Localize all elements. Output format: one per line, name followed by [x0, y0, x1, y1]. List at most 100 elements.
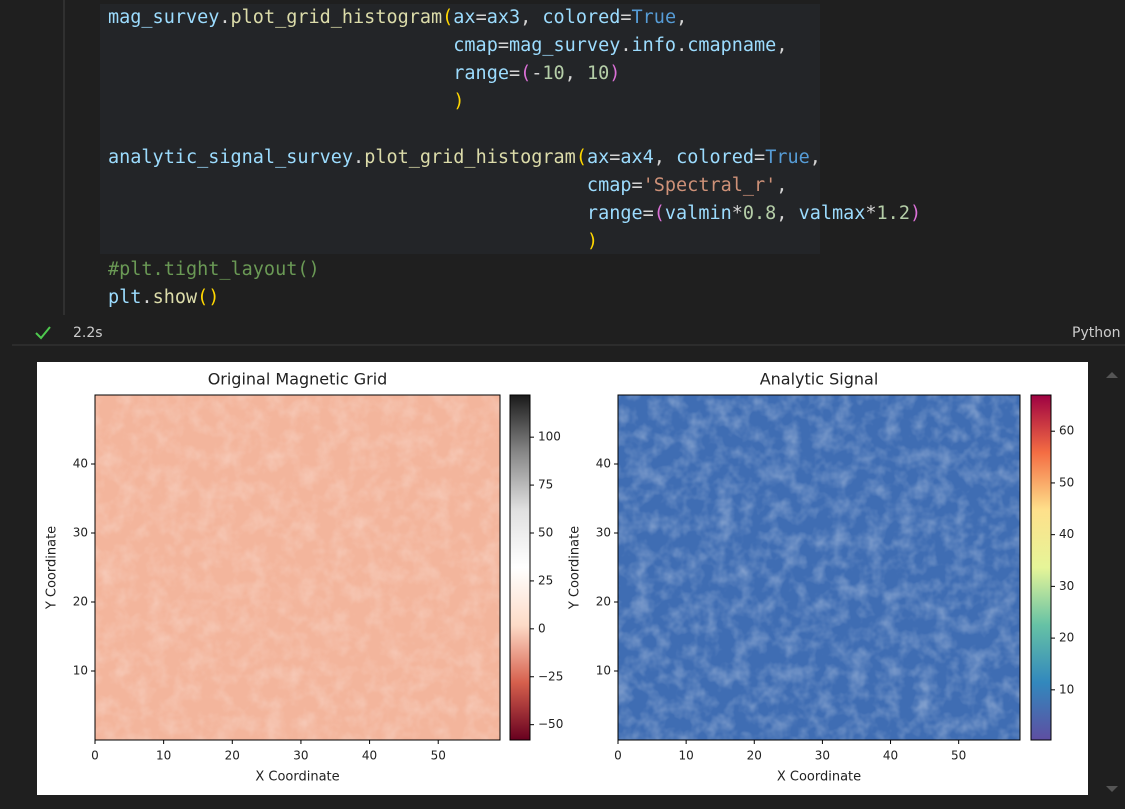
code-token: =: [631, 175, 642, 196]
colorbar-tick-label: 40: [1059, 527, 1074, 541]
code-token: ax4: [620, 147, 653, 168]
code-token: cmapname: [687, 35, 776, 56]
code-token: *: [732, 203, 743, 224]
code-token: plot_grid_histogram: [231, 7, 443, 28]
colorbar-tick-label: 10: [1059, 682, 1074, 696]
code-token: range: [108, 63, 509, 84]
code-token: .: [620, 35, 631, 56]
x-tick-label: 40: [362, 749, 377, 763]
code-token: 10: [542, 63, 564, 84]
code-line: #plt.tight_layout(): [108, 259, 320, 280]
x-tick-label: 20: [225, 749, 240, 763]
code-token: #plt.tight_layout(): [108, 259, 320, 280]
code-token: *: [865, 203, 876, 224]
colorbar-tick-label: 75: [538, 478, 553, 492]
code-token: -: [531, 63, 542, 84]
code-token: .: [676, 35, 687, 56]
x-tick-label: 30: [293, 749, 308, 763]
code-token: (: [520, 63, 531, 84]
code-token: 1.2: [877, 203, 910, 224]
code-token: =: [620, 7, 631, 28]
code-line: mag_survey.plot_grid_histogram(ax=ax3, c…: [108, 7, 687, 28]
code-token: =: [498, 35, 509, 56]
code-token: mag_survey: [509, 35, 620, 56]
colorbar-tick-label: −50: [538, 717, 563, 731]
x-tick-label: 20: [747, 749, 762, 763]
colorbar-tick-label: 50: [538, 526, 553, 540]
code-line: plt.show(): [108, 287, 219, 308]
code-token: cmap: [108, 35, 498, 56]
code-token: info: [632, 35, 677, 56]
y-tick-label: 40: [73, 457, 88, 471]
code-line: cmap=mag_survey.info.cmapname,: [108, 35, 787, 56]
x-tick-label: 50: [431, 749, 446, 763]
code-token: mag_survey: [108, 7, 219, 28]
x-tick-label: 40: [883, 749, 898, 763]
heatmap-texture: [95, 395, 500, 740]
code-token: ax: [453, 7, 475, 28]
success-icon: [35, 326, 51, 340]
colorbar-tick-label: 20: [1059, 631, 1074, 645]
code-token: cmap: [108, 175, 631, 196]
code-line: cmap='Spectral_r',: [108, 175, 787, 196]
code-token: =: [643, 203, 654, 224]
language[interactable]: Python: [1072, 325, 1121, 341]
y-tick-label: 10: [596, 664, 611, 678]
y-tick-label: 40: [596, 457, 611, 471]
colorbar-tick-label: 25: [538, 573, 553, 587]
code-token: .: [219, 7, 230, 28]
y-axis-label: Y Coordinate: [45, 526, 60, 610]
colorbar-tick-label: 50: [1059, 475, 1074, 489]
code-token: ): [108, 91, 464, 112]
colorbar: [1030, 394, 1052, 741]
colorbar-tick-label: 60: [1059, 424, 1074, 438]
x-tick-label: 10: [678, 749, 693, 763]
code-token: =: [509, 63, 520, 84]
code-token: plot_grid_histogram: [364, 147, 576, 168]
x-tick-label: 0: [91, 749, 99, 763]
code-token: plt: [108, 287, 141, 308]
colorbar: [509, 394, 531, 741]
code-token: ): [108, 231, 598, 252]
code-token: .: [353, 147, 364, 168]
x-axis-label: X Coordinate: [777, 770, 861, 785]
scroll-up[interactable]: [1106, 372, 1118, 378]
code-token: ax3: [487, 7, 520, 28]
code-token: ,: [776, 35, 787, 56]
code-token: ): [208, 287, 219, 308]
scroll-down[interactable]: [1106, 786, 1118, 792]
code-token: =: [476, 7, 487, 28]
code-token: ): [609, 63, 620, 84]
code-token: (: [654, 203, 665, 224]
x-tick-label: 50: [951, 749, 966, 763]
code-token: show: [153, 287, 198, 308]
y-tick-label: 10: [73, 664, 88, 678]
y-tick-label: 30: [73, 526, 88, 540]
code-token: (: [442, 7, 453, 28]
chart-title: Analytic Signal: [760, 370, 879, 389]
code-token: valmin: [665, 203, 732, 224]
code-line: ): [108, 231, 598, 252]
colorbar-tick-label: 0: [538, 621, 546, 635]
heatmap-texture: [618, 395, 1020, 740]
code-line: range=(-10, 10): [108, 63, 620, 84]
code-line: ): [108, 91, 464, 112]
x-tick-label: 0: [614, 749, 622, 763]
code-token: ax: [587, 147, 609, 168]
axes-frame: [94, 394, 501, 741]
chart-title: Original Magnetic Grid: [208, 370, 388, 389]
code-token: analytic_signal_survey: [108, 147, 353, 168]
x-tick-label: 30: [815, 749, 830, 763]
y-axis-label: Y Coordinate: [568, 526, 583, 610]
code-line: analytic_signal_survey.plot_grid_histogr…: [108, 147, 821, 168]
code-token: (: [576, 147, 587, 168]
code-token: ,: [565, 63, 587, 84]
code-token: range: [108, 203, 643, 224]
code-token: ,: [520, 7, 542, 28]
code: mag_survey.plot_grid_histogram(ax=ax3, c…: [108, 7, 921, 308]
code-token: colored: [676, 147, 754, 168]
charts: Original Magnetic Grid X Coordinate Y Coor…: [45, 370, 1075, 785]
code-token: .: [141, 287, 152, 308]
